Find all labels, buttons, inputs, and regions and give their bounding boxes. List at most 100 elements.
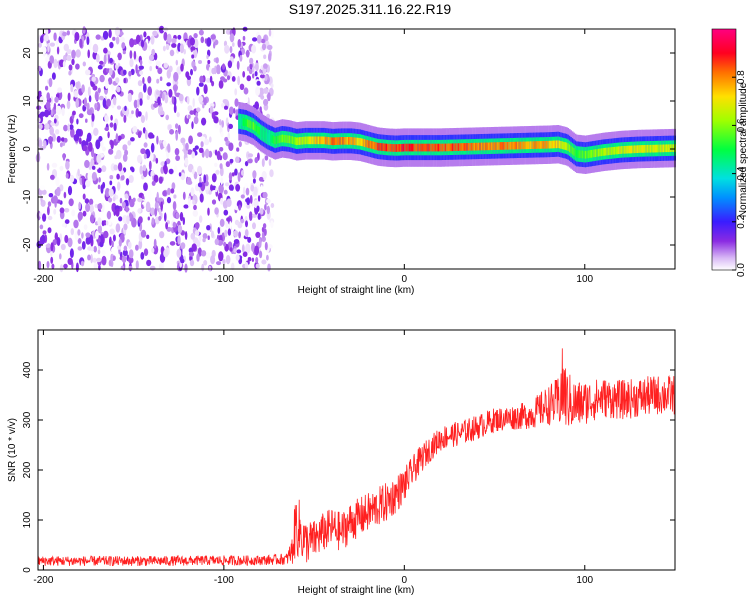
noise-blob <box>43 140 47 149</box>
ridge-cell <box>648 144 650 153</box>
noise-blob <box>143 83 147 93</box>
noise-blob <box>264 204 267 211</box>
noise-blob <box>89 214 95 224</box>
colorbar-ticks: 0.0 0.2 0.4 0.6 0.8 <box>732 70 747 277</box>
noise-blob <box>56 237 61 246</box>
noise-blob <box>127 140 132 146</box>
ridge-cell <box>303 136 305 145</box>
ridge-cell <box>553 140 555 149</box>
noise-blob <box>214 149 218 156</box>
ridge-cell <box>245 118 248 127</box>
noise-blob <box>193 116 199 125</box>
ridge-cell <box>413 143 415 152</box>
ridge-cell <box>449 143 451 152</box>
noise-blob <box>238 231 242 239</box>
noise-blob <box>61 223 67 228</box>
noise-blob <box>88 141 93 152</box>
noise-blob <box>244 229 249 237</box>
noise-blob <box>249 63 253 69</box>
noise-blob <box>216 261 222 266</box>
noise-blob <box>77 211 83 221</box>
noise-blob <box>264 74 268 82</box>
noise-blob <box>184 263 188 273</box>
noise-blob <box>192 199 196 205</box>
noise-blob <box>110 114 113 121</box>
noise-blob <box>228 172 233 181</box>
noise-blob <box>213 42 216 49</box>
noise-blob <box>156 135 159 145</box>
ridge-cell <box>472 142 474 151</box>
ridge-cell <box>470 142 473 151</box>
noise-blob <box>153 238 157 249</box>
noise-blob <box>159 76 163 81</box>
noise-blob <box>167 187 171 196</box>
noise-blob <box>183 48 186 55</box>
ridge-cell <box>293 136 295 145</box>
noise-blob <box>253 186 258 196</box>
noise-blob <box>82 210 87 217</box>
noise-blob <box>183 204 189 209</box>
noise-blob <box>260 94 265 100</box>
ridge-cell <box>456 143 458 151</box>
noise-blob <box>138 216 143 224</box>
noise-blob <box>237 172 241 183</box>
noise-blob <box>67 185 73 196</box>
noise-blob <box>203 97 207 106</box>
ridge-cell <box>450 143 453 152</box>
noise-blob <box>128 256 134 264</box>
noise-blob <box>122 153 128 162</box>
ridge-cell <box>661 144 663 153</box>
ridge-cell <box>490 142 493 151</box>
ridge-cell <box>606 147 609 156</box>
noise-blob <box>251 257 255 262</box>
ridge-cell <box>618 146 620 155</box>
noise-blob <box>199 75 204 84</box>
noise-blob <box>38 42 42 48</box>
noise-blob <box>236 60 240 70</box>
ridge-cell <box>322 136 324 145</box>
ridge-cell <box>590 150 593 158</box>
snr-y-tick-label: 300 <box>22 411 33 428</box>
noise-blob <box>73 219 79 229</box>
noise-blob <box>151 247 155 253</box>
noise-blob <box>144 129 148 140</box>
ridge-cell <box>326 136 329 145</box>
noise-blob <box>129 38 135 48</box>
ridge-cell <box>301 136 304 145</box>
noise-blob <box>245 49 250 58</box>
noise-blob <box>209 75 213 83</box>
noise-blob <box>106 98 111 107</box>
ridge-cell <box>645 145 648 153</box>
ridge-cell <box>398 144 401 152</box>
ridge-cell <box>482 142 484 151</box>
noise-blob <box>262 191 268 199</box>
noise-blob <box>119 36 125 43</box>
noise-blob <box>88 95 92 103</box>
noise-blob <box>234 205 239 211</box>
snr-y-tick-label: 100 <box>22 511 33 528</box>
noise-blob <box>85 69 91 76</box>
noise-blob <box>86 36 90 46</box>
colorbar-tick-label: 0.4 <box>736 166 747 180</box>
ridge-cell <box>568 144 571 153</box>
noise-blob <box>107 131 110 139</box>
noise-blob <box>190 232 196 240</box>
noise-blob <box>247 236 252 243</box>
noise-blob <box>54 96 59 103</box>
ridge-cell <box>492 142 495 150</box>
noise-blob <box>106 210 112 220</box>
noise-blob <box>174 165 178 173</box>
ridge-cell <box>251 121 253 130</box>
noise-blob <box>260 184 264 193</box>
ridge-cell <box>431 143 434 152</box>
noise-blob <box>56 46 60 55</box>
noise-blob <box>150 134 155 139</box>
ridge-cell <box>444 143 447 152</box>
noise-blob <box>109 236 112 246</box>
noise-blob <box>261 43 267 51</box>
snr-y-tick-label: 400 <box>22 361 33 378</box>
snr-x-tick-label: -100 <box>214 575 234 586</box>
ridge-cell <box>241 117 243 126</box>
noise-blob <box>196 107 201 112</box>
